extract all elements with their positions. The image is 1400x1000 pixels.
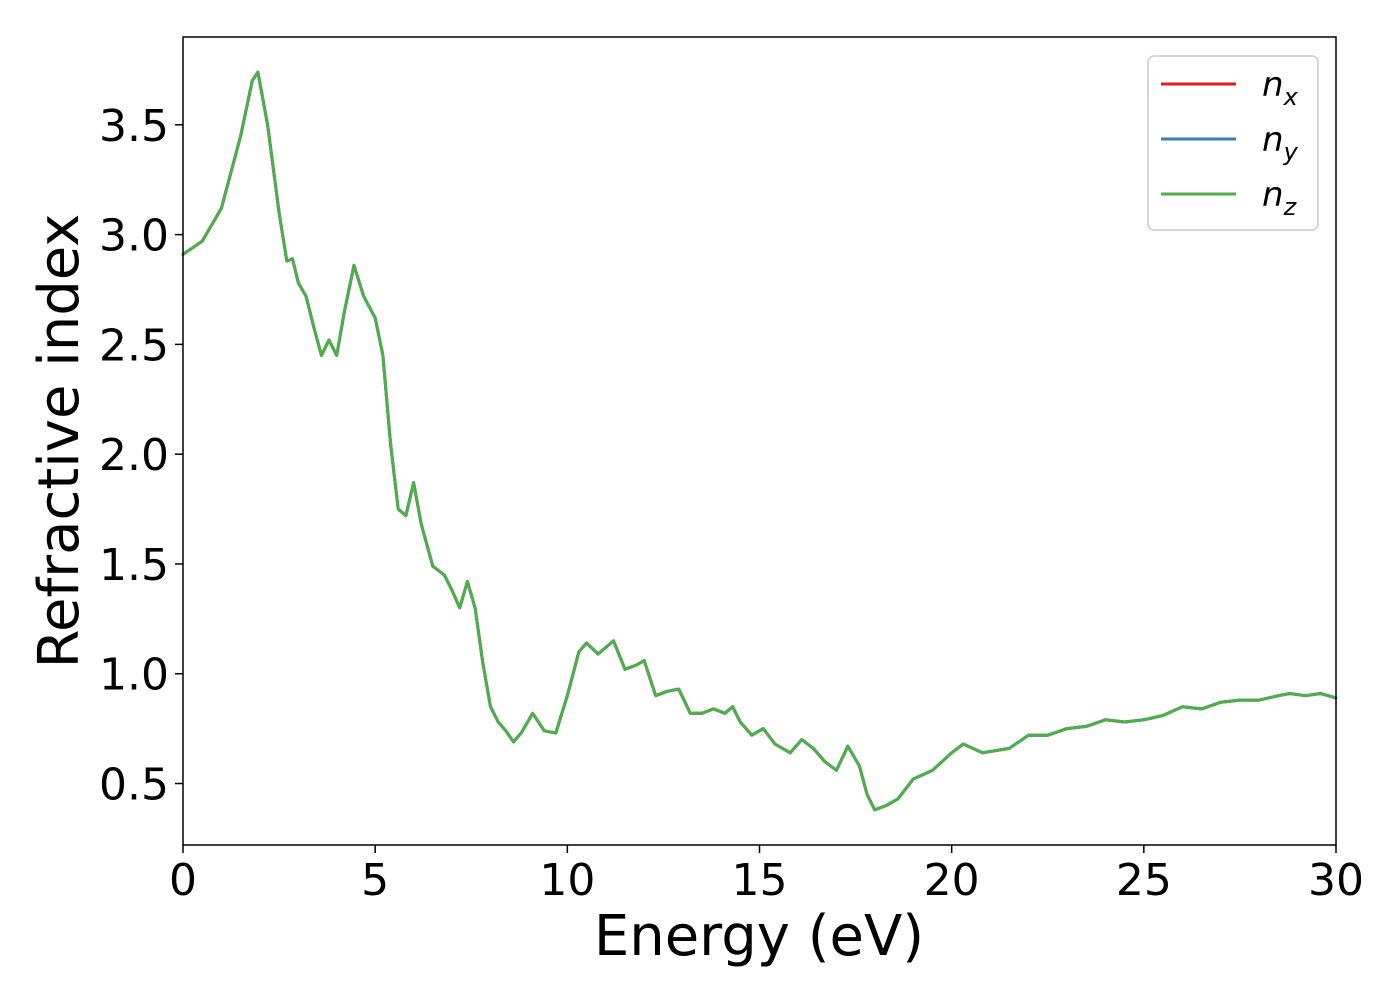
y-axis-ticks: 0.5 1.0 1.5 2.0 2.5 3.0 3.5 — [99, 101, 183, 811]
legend-box — [1147, 55, 1319, 231]
x-tick-label: 15 — [732, 855, 788, 906]
y-tick-label: 1.5 — [99, 540, 169, 591]
legend-label-base: n — [1262, 120, 1284, 160]
legend-label-n-x: nx — [1262, 65, 1299, 111]
legend-label-base: n — [1262, 175, 1284, 215]
x-axis-ticks: 0 5 10 15 20 25 30 — [169, 845, 1364, 906]
y-tick-label: 3.5 — [99, 101, 169, 152]
legend-label-n-y: ny — [1262, 120, 1299, 166]
x-tick-label: 0 — [169, 855, 197, 906]
series-line-n-z — [181, 70, 1338, 812]
legend-label-subscript: x — [1283, 83, 1299, 111]
series-layer — [181, 70, 1338, 812]
x-tick-label: 20 — [924, 855, 980, 906]
x-tick-label: 25 — [1116, 855, 1172, 906]
y-tick-label: 0.5 — [99, 760, 169, 811]
y-tick-label: 1.0 — [99, 650, 169, 701]
y-tick-label: 2.0 — [99, 430, 169, 481]
legend-label-subscript: z — [1283, 193, 1298, 221]
y-axis-title: Refractive index — [27, 214, 92, 669]
x-tick-label: 30 — [1308, 855, 1364, 906]
plot-frame — [182, 36, 1337, 846]
legend-label-base: n — [1262, 65, 1284, 105]
y-tick-label: 2.5 — [99, 320, 169, 371]
legend-label-n-z: nz — [1262, 175, 1298, 221]
y-tick-label: 3.0 — [99, 211, 169, 262]
legend-label-subscript: y — [1283, 138, 1299, 166]
x-tick-label: 10 — [539, 855, 595, 906]
x-tick-label: 5 — [361, 855, 389, 906]
x-axis-title: Energy (eV) — [594, 904, 924, 969]
